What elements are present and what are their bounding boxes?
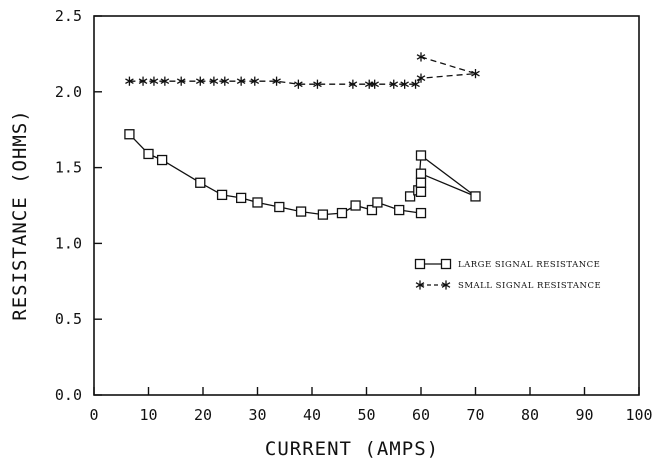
data-point [195,76,205,86]
data-point [138,76,148,86]
data-point [235,192,247,204]
x-tick-label: 30 [248,406,266,424]
legend-marker [415,280,425,290]
y-tick-label: 1.5 [55,159,82,177]
legend-marker [414,258,426,270]
y-tick-label: 1.0 [55,234,82,252]
data-point [176,76,186,86]
x-tick-label: 100 [625,406,652,424]
data-point [252,197,263,208]
data-point [415,186,427,198]
data-point [149,76,159,86]
series-line [129,77,422,85]
data-point [389,79,399,89]
data-point [236,76,246,86]
data-point [366,204,378,216]
series-line [420,56,476,79]
series-small-signal [125,52,480,89]
data-point [416,52,426,62]
data-point [209,76,219,86]
x-tick-label: 60 [412,406,430,424]
data-point [415,150,427,161]
x-axis-title: CURRENT (AMPS) [265,438,439,460]
data-point [415,177,427,188]
y-tick-label: 0.5 [55,310,82,328]
data-point [195,177,206,188]
data-point [336,207,348,219]
series-large-signal [124,129,481,220]
data-point [295,206,307,217]
data-point [372,197,383,208]
data-point [272,76,281,86]
x-tick-label: 20 [194,406,212,424]
legend-label: LARGE SIGNAL RESISTANCE [458,260,600,270]
series-line [420,173,476,198]
data-point [313,79,322,89]
y-axis-title: RESISTANCE (OHMS) [9,109,31,320]
data-point [370,79,379,89]
data-point [124,129,135,140]
data-point [415,207,427,219]
data-point [470,191,481,202]
legend: LARGE SIGNAL RESISTANCE SMALL SIGNAL RESI… [414,258,601,291]
data-point [471,69,480,79]
legend-marker [441,280,451,290]
plot-frame [93,15,640,396]
data-point [348,79,358,89]
data-point [274,201,285,213]
data-point [216,189,228,201]
x-tick-label: 70 [466,406,484,424]
series-layer [124,52,481,220]
data-point [143,148,154,160]
y-tick-label: 2.5 [55,7,82,25]
x-axis: 0 10 20 30 40 50 60 70 80 90 100 [89,387,653,424]
data-point [317,209,329,220]
x-tick-label: 80 [521,406,539,424]
x-tick-label: 50 [357,406,375,424]
y-tick-label: 0.0 [55,386,82,404]
x-tick-label: 10 [139,406,157,424]
y-tick-label: 2.0 [55,83,82,101]
data-point [411,79,420,89]
data-point [404,191,416,202]
x-tick-label: 90 [575,406,593,424]
legend-marker [440,258,452,270]
y-axis: 0.0 0.5 1.0 1.5 2.0 2.5 [55,7,102,404]
data-point [250,76,260,86]
legend-label: SMALL SIGNAL RESISTANCE [458,281,601,291]
data-point [400,79,409,89]
data-point [125,76,134,86]
x-tick-label: 40 [303,406,321,424]
data-point [160,76,170,86]
data-point [220,76,230,86]
data-point [294,79,303,89]
x-tick-label: 0 [89,406,98,424]
data-point [156,154,168,166]
data-point [350,200,361,211]
data-point [416,73,426,83]
data-point [394,204,405,216]
data-point [415,168,427,179]
